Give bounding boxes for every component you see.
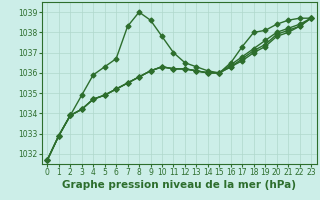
X-axis label: Graphe pression niveau de la mer (hPa): Graphe pression niveau de la mer (hPa) [62, 180, 296, 190]
